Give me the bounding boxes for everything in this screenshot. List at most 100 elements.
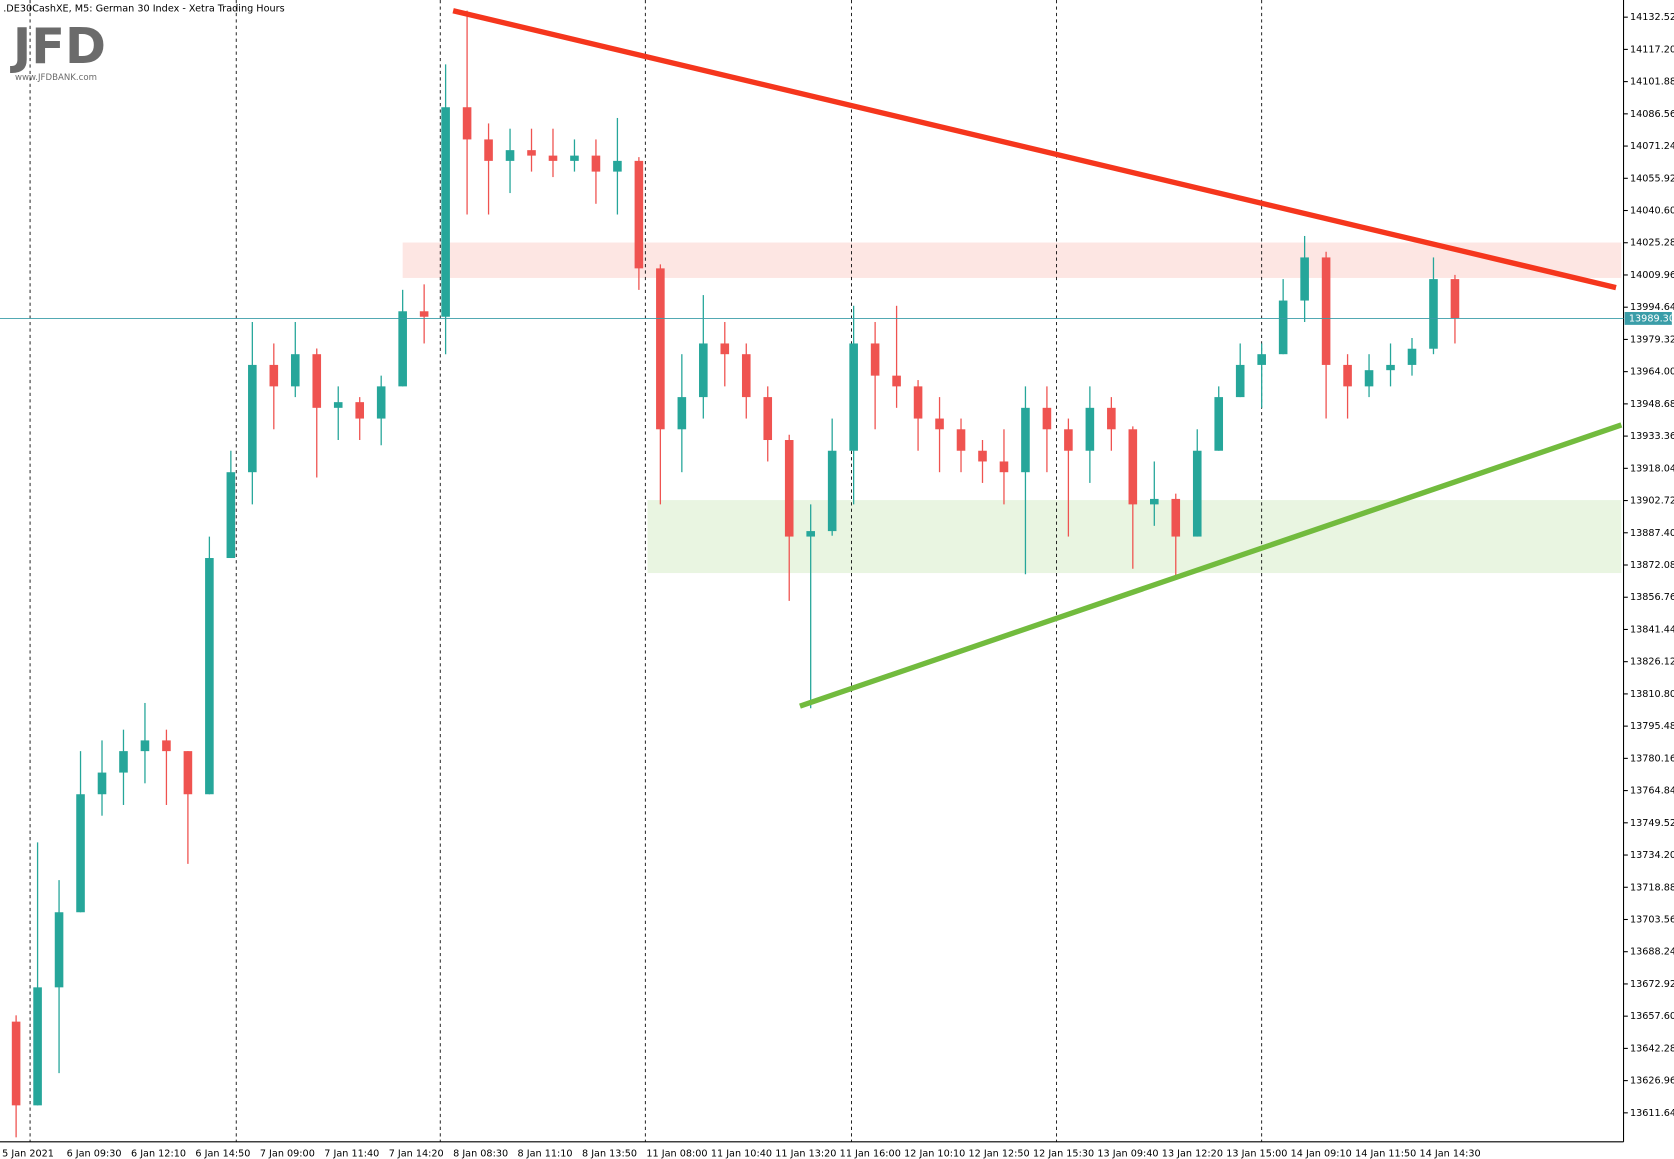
y-tick-label: 14101.88 (1630, 77, 1674, 88)
candle-body (1407, 348, 1417, 365)
candle-body (183, 751, 193, 795)
candle-body (634, 160, 644, 269)
y-tick-label: 13657.60 (1630, 1011, 1674, 1022)
y-tick-label: 13718.88 (1630, 882, 1674, 893)
candle-body (1171, 498, 1181, 537)
candle-body (1300, 257, 1309, 301)
candle-body (1192, 450, 1202, 537)
x-tick-label: 8 Jan 13:50 (582, 1149, 637, 1159)
candle-body (1343, 364, 1352, 387)
y-tick-label: 14132.52 (1630, 12, 1674, 23)
candle-body (935, 418, 944, 430)
candle-body (1214, 397, 1224, 451)
candle-body (140, 740, 150, 752)
candle-body (913, 386, 923, 419)
candle-body (290, 354, 300, 387)
candle-body (591, 155, 601, 172)
y-tick-label: 13902.72 (1630, 496, 1674, 507)
candle-body (1107, 407, 1116, 430)
candle-body (441, 107, 450, 317)
x-tick-label: 6 Jan 09:30 (67, 1149, 122, 1159)
x-tick-label: 13 Jan 09:40 (1097, 1149, 1158, 1159)
y-tick-label: 14040.60 (1630, 206, 1674, 217)
x-tick-label: 6 Jan 12:10 (131, 1149, 186, 1159)
x-tick-label: 6 Jan 14:50 (195, 1149, 250, 1159)
y-tick-label: 13964.00 (1630, 367, 1674, 378)
y-tick-label: 13841.44 (1630, 624, 1674, 635)
support-trendline (799, 422, 1623, 709)
y-tick-label: 14009.96 (1630, 270, 1674, 281)
candle-body (527, 150, 536, 156)
y-tick-label: 14071.24 (1630, 141, 1674, 152)
y-tick-label: 13856.76 (1630, 592, 1674, 603)
candle-body (484, 139, 493, 161)
candle-body (548, 155, 558, 161)
drawings-under (29, 0, 1622, 1142)
y-tick-label: 13611.64 (1630, 1108, 1674, 1119)
resistance-trendline (452, 8, 1617, 291)
candle-body (656, 268, 665, 430)
candle-body (333, 402, 343, 408)
candle-body (720, 343, 730, 355)
candle-body (226, 472, 236, 559)
candle-body (1235, 364, 1245, 398)
x-tick-label: 8 Jan 08:30 (453, 1149, 508, 1159)
candle-body (1386, 364, 1395, 371)
y-tick-label: 14055.92 (1630, 173, 1674, 184)
y-tick-label: 13933.36 (1630, 431, 1674, 442)
candle-body (1021, 407, 1030, 473)
candle-body (33, 987, 42, 1106)
y-tick-label: 13734.20 (1630, 850, 1674, 861)
resistance-zone (402, 242, 1622, 278)
y-tick-label: 13780.16 (1630, 753, 1674, 764)
y-tick-label: 13688.24 (1630, 947, 1674, 958)
candle-body (1042, 407, 1052, 430)
candle-body (784, 440, 794, 537)
y-tick-label: 14025.28 (1630, 238, 1674, 249)
candle-body (419, 311, 429, 317)
candle-body (505, 150, 515, 161)
y-tick-label: 13826.12 (1630, 657, 1674, 668)
chart-title: .DE30CashXE, M5: German 30 Index - Xetra… (3, 4, 284, 15)
price-tag (1624, 311, 1672, 325)
x-tick-label: 12 Jan 15:30 (1033, 1149, 1094, 1159)
x-tick-label: 14 Jan 09:10 (1291, 1149, 1352, 1159)
candle-body (978, 450, 987, 462)
candle-body (355, 402, 365, 419)
candle-body (1364, 370, 1374, 387)
candle-body (1257, 354, 1266, 365)
x-tick-label: 14 Jan 11:50 (1355, 1149, 1416, 1159)
y-tick-label: 13795.48 (1630, 721, 1674, 732)
x-tick-label: 7 Jan 14:20 (389, 1149, 444, 1159)
candle-body (248, 364, 257, 473)
candle-body (699, 343, 708, 398)
y-tick-label: 13994.64 (1630, 302, 1674, 313)
y-tick-label: 13626.96 (1630, 1076, 1674, 1087)
y-tick-label: 13672.92 (1630, 979, 1674, 990)
candle-body (613, 160, 622, 172)
y-tick-label: 13764.84 (1630, 786, 1674, 797)
watermark-url: www.JFDBANK.com (15, 73, 97, 83)
y-tick-label: 13810.80 (1630, 689, 1674, 700)
candle-body (870, 343, 880, 376)
candle-body (827, 450, 837, 532)
candle-body (570, 155, 579, 161)
candle-body (97, 772, 107, 795)
y-tick-label: 13872.08 (1630, 560, 1674, 571)
y-tick-label: 13948.68 (1630, 399, 1674, 410)
x-tick-label: 5 Jan 2021 (2, 1149, 54, 1159)
candle-body (1085, 407, 1095, 451)
price-tag-label: 13989.30 (1629, 313, 1674, 324)
candle-body (205, 558, 214, 795)
candle-body (1321, 257, 1331, 365)
candle-body (462, 107, 472, 140)
candle-body (376, 386, 386, 419)
x-tick-label: 13 Jan 15:00 (1226, 1149, 1287, 1159)
x-tick-label: 11 Jan 10:40 (711, 1149, 772, 1159)
candle-body (806, 531, 815, 537)
candle-body (1429, 279, 1438, 349)
x-tick-label: 12 Jan 12:50 (969, 1149, 1030, 1159)
